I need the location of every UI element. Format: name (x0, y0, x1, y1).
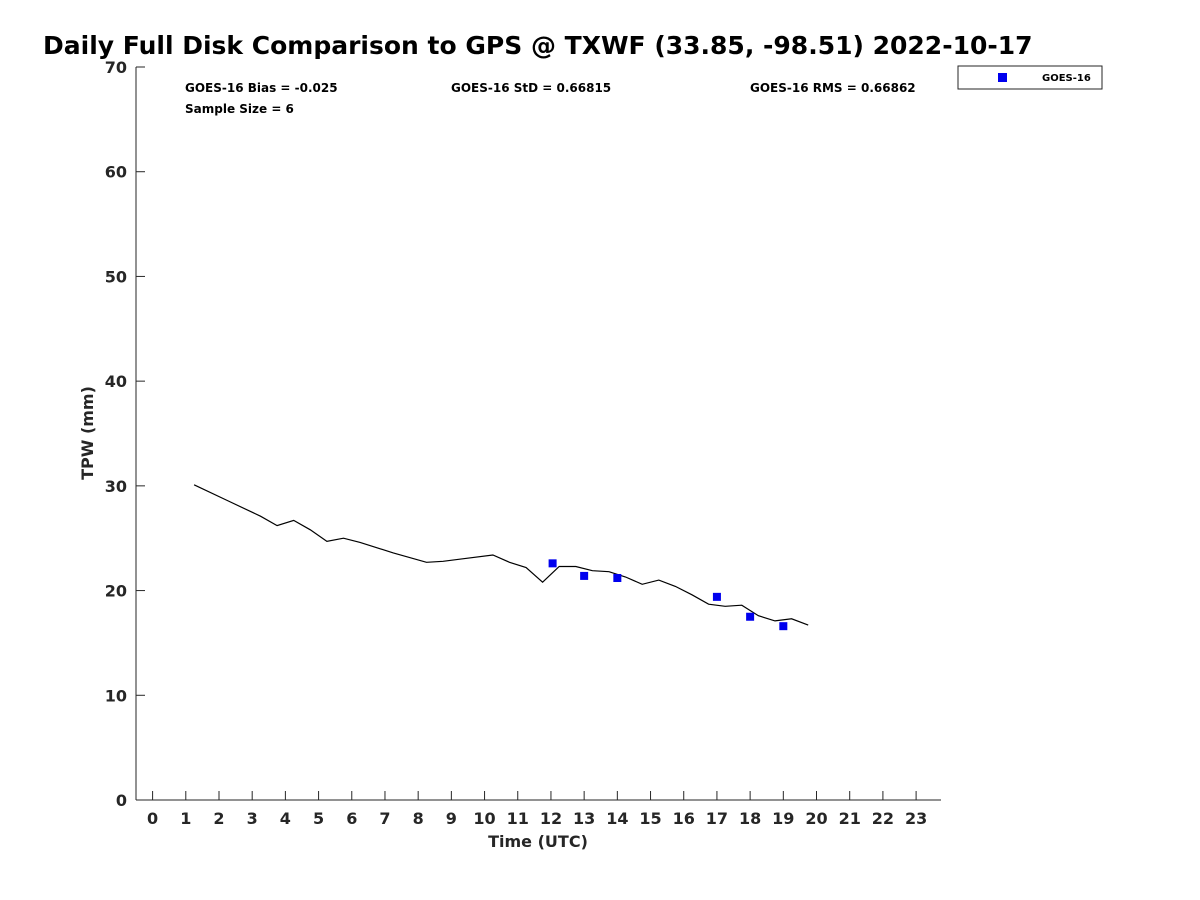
std-stat: GOES-16 StD = 0.66815 (451, 81, 611, 95)
y-ticks: 0 10 20 30 40 50 60 70 (105, 58, 145, 810)
x-tick-label: 12 (540, 809, 562, 828)
y-tick-label: 0 (116, 791, 127, 810)
y-tick-label: 60 (105, 163, 127, 182)
x-tick-label: 2 (213, 809, 224, 828)
x-ticks: 0 1 2 3 4 5 6 7 8 9 10 11 12 13 14 15 16 17 18 19 20 21 22 23 (147, 791, 927, 828)
x-tick-label: 0 (147, 809, 158, 828)
axes (135, 67, 941, 801)
x-tick-label: 10 (473, 809, 495, 828)
x-tick-label: 21 (839, 809, 861, 828)
bias-stat: GOES-16 Bias = -0.025 (185, 81, 338, 95)
x-tick-label: 4 (280, 809, 291, 828)
x-tick-label: 3 (247, 809, 258, 828)
x-tick-label: 13 (573, 809, 595, 828)
legend-marker (998, 73, 1007, 82)
x-tick-label: 16 (673, 809, 695, 828)
x-tick-label: 8 (413, 809, 424, 828)
y-tick-label: 70 (105, 58, 127, 77)
legend: GOES-16 (957, 65, 1103, 90)
x-tick-label: 23 (905, 809, 927, 828)
x-tick-label: 18 (739, 809, 761, 828)
goes16-marker (548, 559, 557, 568)
chart-title: Daily Full Disk Comparison to GPS @ TXWF… (43, 31, 1033, 60)
goes16-marker (712, 592, 721, 601)
x-tick-label: 14 (606, 809, 628, 828)
legend-label: GOES-16 (1042, 73, 1091, 84)
y-tick-label: 30 (105, 477, 127, 496)
y-tick-label: 10 (105, 686, 127, 705)
x-tick-label: 22 (872, 809, 894, 828)
x-axis-label: Time (UTC) (488, 832, 588, 851)
goes16-marker (746, 612, 755, 621)
goes16-marker (779, 622, 788, 631)
y-tick-label: 40 (105, 372, 127, 391)
x-tick-label: 9 (446, 809, 457, 828)
x-tick-label: 20 (805, 809, 827, 828)
x-tick-label: 17 (706, 809, 728, 828)
sample-size-stat: Sample Size = 6 (185, 102, 294, 116)
goes16-marker (613, 574, 622, 583)
rms-stat: GOES-16 RMS = 0.66862 (750, 81, 916, 95)
stats-block: GOES-16 Bias = -0.025 GOES-16 StD = 0.66… (185, 81, 916, 116)
x-tick-label: 19 (772, 809, 794, 828)
legend-box (957, 65, 1103, 90)
y-axis-label: TPW (mm) (78, 386, 97, 480)
goes16-marker (580, 571, 589, 580)
plot-area (193, 484, 809, 631)
x-tick-label: 5 (313, 809, 324, 828)
x-tick-label: 7 (379, 809, 390, 828)
y-tick-label: 20 (105, 582, 127, 601)
x-tick-label: 1 (180, 809, 191, 828)
x-tick-label: 15 (639, 809, 661, 828)
y-tick-label: 50 (105, 267, 127, 286)
x-tick-label: 6 (346, 809, 357, 828)
x-tick-label: 11 (507, 809, 529, 828)
gps-line (193, 484, 809, 626)
